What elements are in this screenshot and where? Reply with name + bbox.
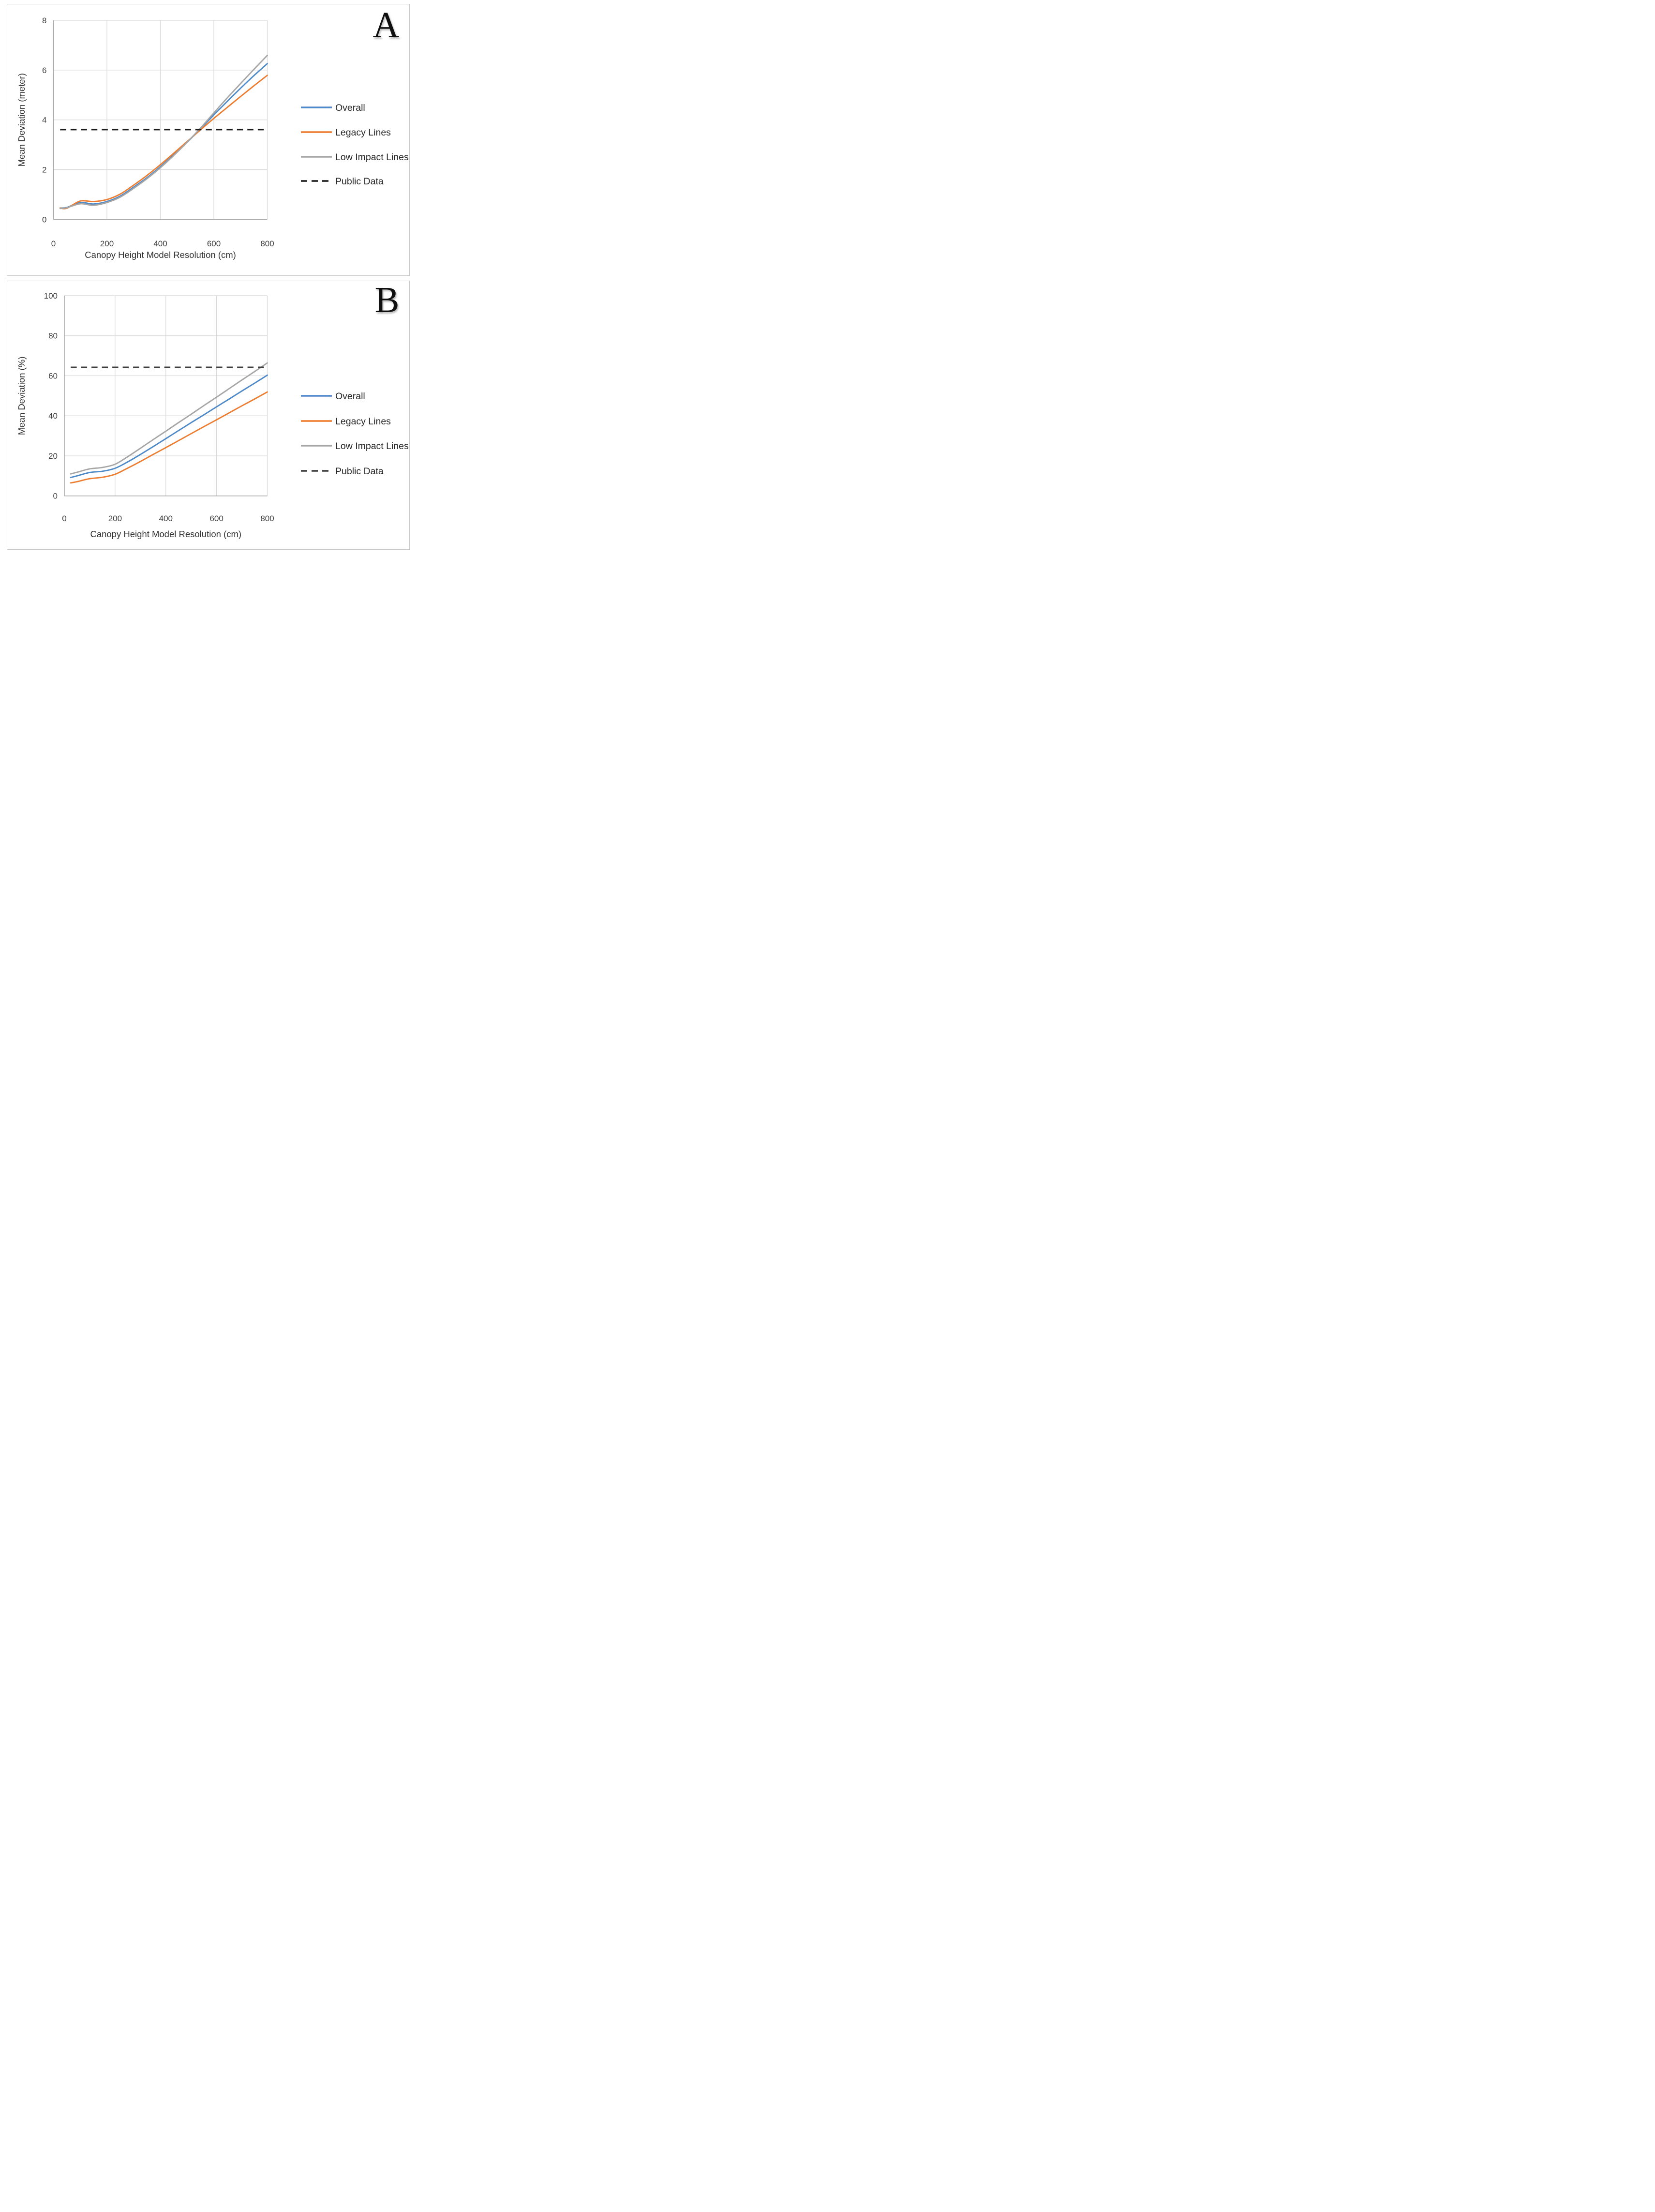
chart-panel-b: B 0 20 40 60 80 100 0 200 400 600 800 Canopy Height… [7,281,410,550]
panel-b-label: B [374,280,400,320]
chart-a-svg: 0 2 4 6 8 0 200 400 600 800 Canopy Height Model Re… [16,16,409,260]
x-tick-label: 0 [51,239,56,248]
series-line-overall [70,374,268,479]
x-tick-label: 600 [209,514,223,523]
legend-label-legacy-lines: Legacy Lines [335,416,391,427]
x-tick-label: 400 [153,239,167,248]
y-tick-label: 80 [48,331,58,341]
x-tick-label: 200 [100,239,114,248]
y-tick-label: 4 [42,116,46,125]
y-tick-label: 20 [48,451,58,461]
series-line-overall [59,63,268,209]
x-tick-label: 200 [108,514,122,523]
legend-label-overall: Overall [335,391,365,402]
panel-a-label: A [373,5,400,45]
legend-label-public-data: Public Data [335,176,384,187]
y-tick-label: 0 [53,492,58,501]
chart-b-svg: 0 20 40 60 80 100 0 200 400 600 800 Canopy Height M… [16,291,409,539]
x-tick-label: 600 [207,239,221,248]
x-axis-title: Canopy Height Model Resolution (cm) [90,529,241,539]
x-axis-title: Canopy Height Model Resolution (cm) [85,250,236,260]
y-tick-label: 6 [42,66,46,75]
x-tick-label: 0 [62,514,66,523]
page: A 0 2 4 6 8 0 200 400 600 800 Canopy Height Model … [0,0,414,553]
y-axis-title: Mean Deviation (meter) [16,73,27,166]
series-line-legacy-lines [70,391,268,484]
y-tick-label: 60 [48,371,58,380]
y-tick-label: 2 [42,166,46,175]
legend-label-legacy-lines: Legacy Lines [335,127,391,138]
x-tick-label: 800 [260,239,274,248]
y-tick-label: 100 [44,291,58,301]
series-line-low-impact-lines [59,55,268,210]
y-tick-label: 8 [42,16,46,25]
x-tick-label: 400 [159,514,173,523]
legend-label-low-impact-lines: Low Impact Lines [335,152,409,163]
series-line-low-impact-lines [70,362,268,475]
legend-label-overall: Overall [335,103,365,113]
series-line-legacy-lines [59,75,268,210]
chart-panel-a: A 0 2 4 6 8 0 200 400 600 800 Canopy Height Model … [7,4,410,276]
x-tick-label: 800 [260,514,274,523]
y-tick-label: 0 [42,215,46,224]
y-axis-title: Mean Deviation (%) [16,357,27,435]
legend-label-public-data: Public Data [335,466,384,477]
legend-label-low-impact-lines: Low Impact Lines [335,441,409,451]
y-tick-label: 40 [48,411,58,421]
